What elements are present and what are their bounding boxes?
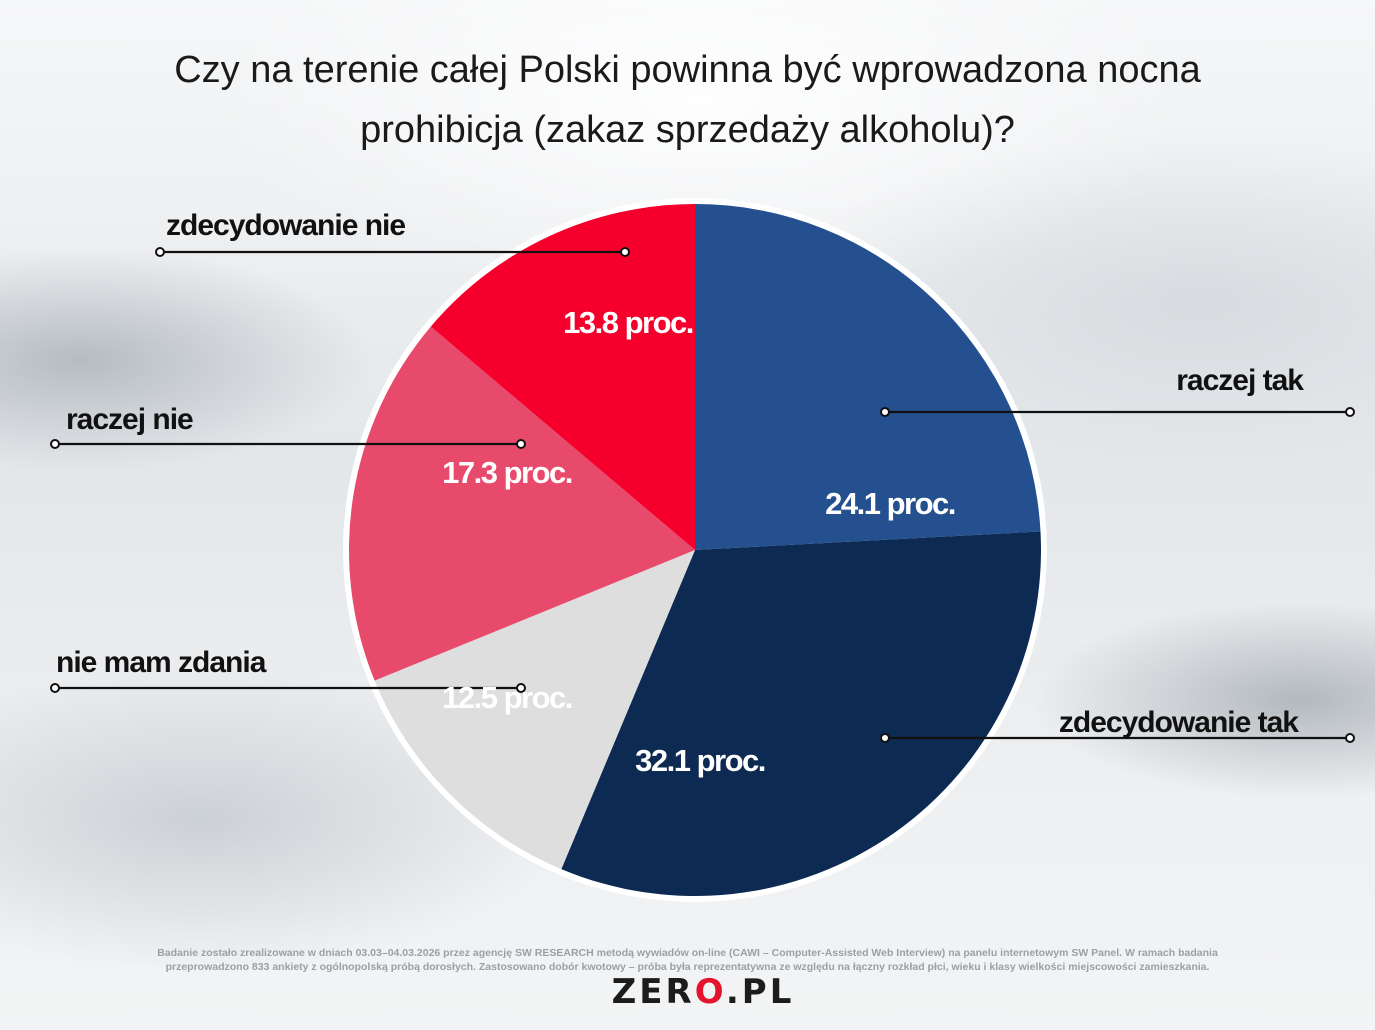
callout-dot [880,733,890,743]
logo-text-post: .PL [725,972,795,1012]
value-label: 24.1 proc. [825,486,955,521]
callout-dot [50,683,60,693]
pie-slice-zdecydowanie-nie [430,204,695,550]
footnote-line-2: przeprowadzono 833 ankiety z ogólnopolsk… [165,961,1210,973]
callout-dot [516,439,526,449]
title-line-1: Czy na terenie całej Polski powinna być … [174,49,1201,91]
methodology-footnote: Badanie zostało zrealizowane w dniach 03… [40,946,1335,974]
callout-dot [155,247,165,257]
pie-slice-nie-mam-zdania [374,550,695,870]
logo-text-pre: ZER [611,972,695,1012]
value-label: 13.8 proc. [563,305,693,340]
chart-title: Czy na terenie całej Polski powinna być … [0,40,1375,160]
value-label: 12.5 proc. [442,680,572,715]
logo-dot: O [694,972,726,1012]
pie-slice-raczej-tak [695,204,1041,550]
callout-dot [516,683,526,693]
pie-slice-raczej-nie [349,326,695,681]
value-label: 32.1 proc. [635,743,765,778]
callout-dot [620,247,630,257]
category-label: raczej nie [66,403,193,436]
category-label: zdecydowanie nie [166,209,405,242]
callout-dot [880,407,890,417]
callout-dot [50,439,60,449]
callout-dot [1345,733,1355,743]
callout-dot [1345,407,1355,417]
category-label: zdecydowanie tak [1059,706,1299,739]
value-label: 17.3 proc. [442,455,572,490]
pie-slice-zdecydowanie-tak [561,531,1041,896]
footnote-line-1: Badanie zostało zrealizowane w dniach 03… [157,947,1218,959]
title-line-2: prohibicja (zakaz sprzedaży alkoholu)? [360,109,1015,151]
category-label: raczej tak [1176,364,1304,397]
category-label: nie mam zdania [56,646,267,679]
zero-pl-logo: ZERO.PL [578,974,828,1010]
